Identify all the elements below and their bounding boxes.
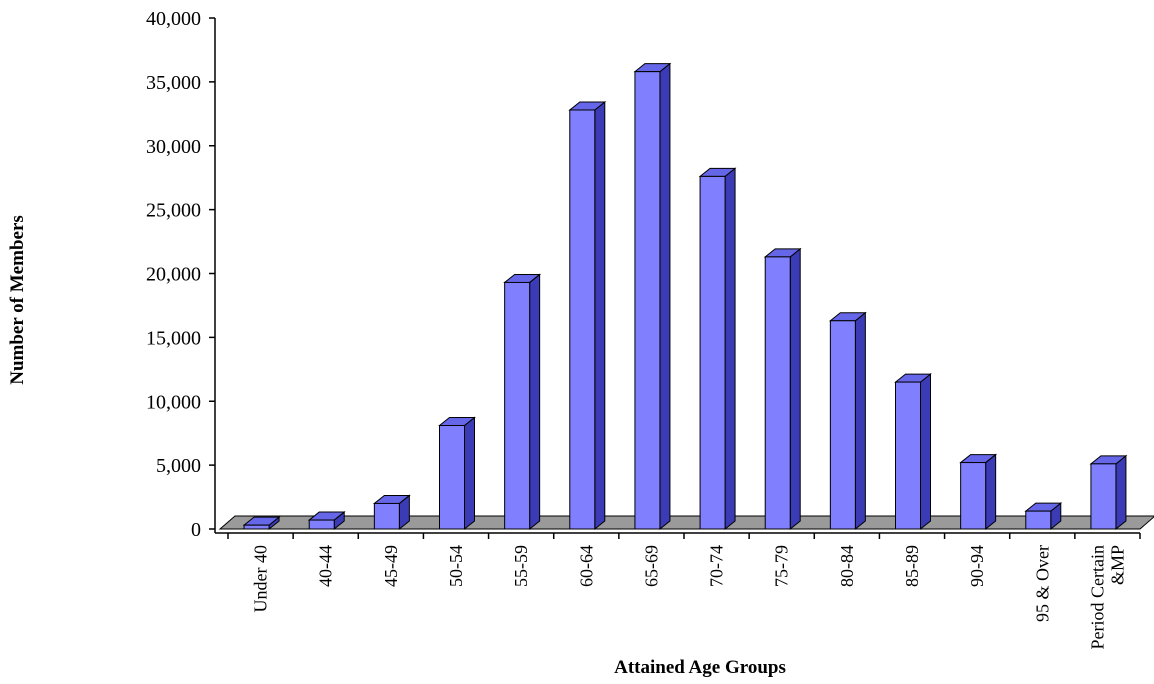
bar-front — [504, 281, 531, 530]
bar — [1089, 454, 1128, 531]
bar-front — [895, 381, 921, 530]
bar-side — [1115, 454, 1127, 531]
bar — [763, 247, 802, 531]
bar-side — [789, 247, 801, 531]
bar — [698, 167, 737, 531]
bar — [438, 416, 476, 531]
bar-front — [829, 320, 856, 530]
x-tick-label: 90-94 — [967, 545, 987, 587]
bar-front — [243, 524, 270, 530]
bar — [372, 494, 411, 531]
y-tick-label: 25,000 — [146, 200, 201, 222]
bar-side — [920, 373, 931, 531]
x-tick-label: 95 & Over — [1032, 545, 1052, 622]
x-tick-label: 70-74 — [707, 545, 727, 587]
x-tick-label: Under 40 — [251, 545, 271, 612]
x-tick-label: 50-54 — [446, 545, 466, 587]
bar-front — [308, 519, 335, 530]
bar — [633, 62, 672, 531]
bar — [307, 511, 346, 531]
bar — [1024, 502, 1063, 531]
y-tick-label: 20,000 — [146, 264, 201, 286]
x-tick-label: 60-64 — [576, 545, 596, 587]
chart-floor — [218, 515, 1154, 530]
bar-side — [529, 273, 541, 531]
bar-side — [854, 311, 866, 531]
x-tick-label: 45-49 — [381, 545, 401, 587]
bar — [959, 453, 998, 531]
bar-front — [439, 425, 465, 530]
bar-series — [242, 62, 1128, 531]
x-tick-label: 85-89 — [902, 545, 922, 587]
y-axis-tick-labels: 0 5,000 10,000 15,000 20,000 25,000 30,000 35,0… — [146, 8, 201, 541]
y-tick-label: 35,000 — [146, 72, 201, 94]
x-axis-title: Attained Age Groups — [614, 657, 786, 678]
axes — [209, 17, 1141, 539]
y-tick-label: 0 — [191, 519, 201, 541]
bar-front — [699, 175, 726, 530]
bar-front — [373, 502, 400, 530]
y-tick-label: 15,000 — [146, 327, 201, 349]
x-axis-tick-labels: Under 40 40-44 45-49 50-54 55-59 60-64 65-69 70… — [251, 545, 1128, 649]
bar — [242, 516, 281, 531]
bar-side — [464, 416, 475, 531]
x-tick-label: 75-79 — [772, 545, 792, 587]
bar-front — [569, 109, 596, 530]
x-tick-label: 80-84 — [837, 545, 857, 587]
bar-front — [960, 462, 987, 530]
bar-front — [1090, 463, 1117, 530]
y-axis-title: Number of Members — [7, 215, 28, 385]
bar — [503, 273, 542, 531]
bar-side — [985, 453, 997, 531]
bar-side — [659, 62, 671, 531]
y-tick-label: 10,000 — [146, 391, 201, 413]
bar — [894, 373, 932, 531]
x-tick-label: Period Certain&MP — [1087, 545, 1127, 649]
x-tick-label: 40-44 — [316, 545, 336, 587]
bar — [828, 311, 867, 531]
bar-front — [764, 256, 791, 530]
bar-front — [634, 71, 661, 530]
floor-plane — [218, 515, 1154, 530]
y-tick-label: 40,000 — [146, 8, 201, 30]
y-tick-label: 5,000 — [156, 455, 201, 477]
x-tick-label: 65-69 — [641, 545, 661, 587]
bar — [568, 100, 607, 531]
bar-side — [594, 100, 606, 531]
x-tick-label: 55-59 — [511, 545, 531, 587]
y-tick-label: 30,000 — [146, 136, 201, 158]
bar-front — [1025, 510, 1052, 530]
bar-side — [724, 167, 736, 531]
